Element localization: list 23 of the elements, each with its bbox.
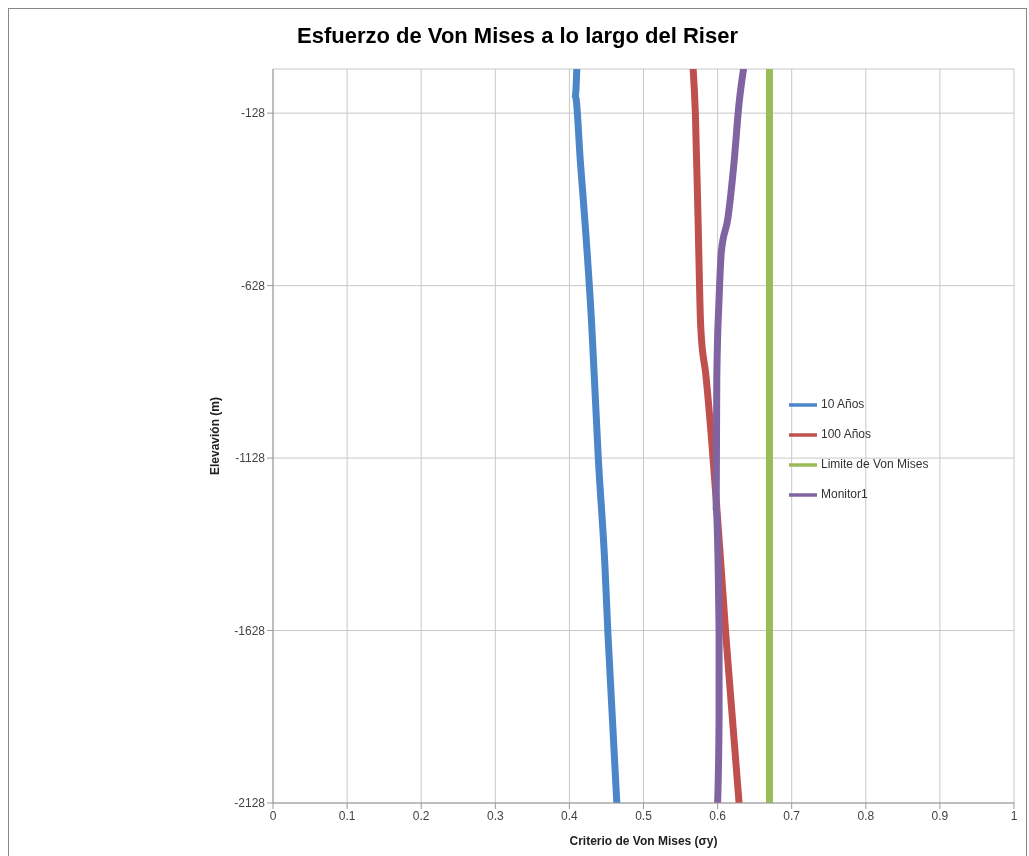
x-tick-label: 0.6 bbox=[709, 808, 727, 823]
legend-label: 10 Años bbox=[821, 397, 865, 411]
x-tick-label: 1 bbox=[1010, 808, 1018, 823]
x-tick-label: 0.1 bbox=[338, 808, 356, 823]
x-tick-label: 0.2 bbox=[412, 808, 430, 823]
y-tick-label: -128 bbox=[240, 106, 266, 121]
y-tick-label: -1628 bbox=[234, 623, 266, 638]
x-tick-label: 0.4 bbox=[561, 808, 579, 823]
legend-label: Monitor1 bbox=[821, 487, 868, 501]
y-tick-label: -628 bbox=[240, 278, 266, 293]
x-tick-label: 0.7 bbox=[783, 808, 801, 823]
y-tick-label: -2128 bbox=[234, 796, 266, 811]
x-tick-label: 0.3 bbox=[486, 808, 504, 823]
x-tick-label: 0.9 bbox=[931, 808, 949, 823]
legend-label: 100 Años bbox=[821, 427, 872, 441]
chart-title: Esfuerzo de Von Mises a lo largo del Riser bbox=[296, 22, 739, 50]
x-tick-label: 0 bbox=[269, 808, 277, 823]
x-tick-label: 0.5 bbox=[635, 808, 653, 823]
y-tick-label: -1128 bbox=[235, 451, 266, 466]
legend-label: Limite de Von Mises bbox=[821, 457, 929, 471]
x-tick-label: 0.8 bbox=[857, 808, 875, 823]
y-axis-title: Elevavión (m) bbox=[208, 396, 223, 476]
x-axis-title: Criterio de Von Mises (σy) bbox=[569, 834, 718, 848]
